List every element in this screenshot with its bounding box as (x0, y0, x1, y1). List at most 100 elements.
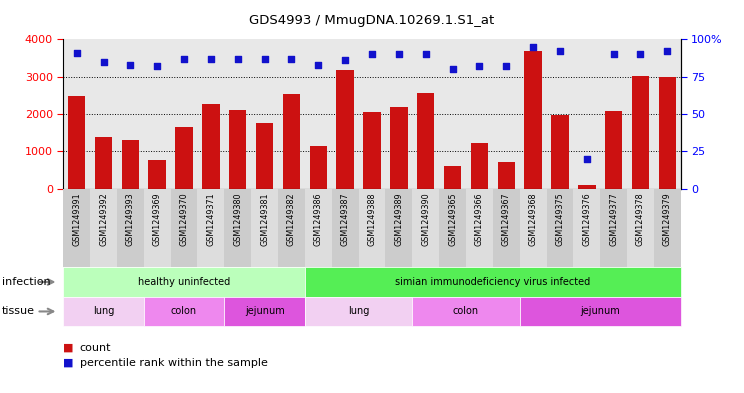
Bar (283, 94, 300, 189)
Bar (332, 189, 359, 267)
Bar (519, 189, 547, 267)
Text: GSM1249386: GSM1249386 (314, 193, 323, 246)
Bar (121, 140, 139, 189)
Bar (170, 189, 197, 267)
Bar (658, 77, 676, 189)
Bar (229, 110, 246, 189)
Text: GSM1249388: GSM1249388 (368, 193, 376, 246)
Text: GSM1249365: GSM1249365 (448, 193, 457, 246)
Text: GSM1249371: GSM1249371 (206, 193, 216, 246)
Bar (336, 70, 354, 189)
Text: GSM1249382: GSM1249382 (287, 193, 296, 246)
Point (581, 156, 593, 162)
Point (286, 55, 298, 62)
Bar (600, 189, 627, 267)
Point (71, 50, 83, 56)
Bar (551, 115, 568, 189)
Point (366, 51, 378, 57)
Bar (256, 123, 273, 189)
Text: GSM1249366: GSM1249366 (475, 193, 484, 246)
Bar (94, 137, 112, 189)
Bar (525, 50, 542, 189)
Text: GSM1249379: GSM1249379 (663, 193, 672, 246)
Text: GSM1249367: GSM1249367 (501, 193, 510, 246)
Bar (632, 76, 650, 189)
Bar (90, 189, 117, 267)
Bar (466, 189, 493, 267)
Bar (202, 103, 219, 189)
Bar (574, 189, 600, 267)
Point (312, 62, 324, 68)
Point (232, 55, 244, 62)
Bar (627, 189, 654, 267)
Text: GSM1249370: GSM1249370 (179, 193, 188, 246)
Text: GSM1249389: GSM1249389 (394, 193, 403, 246)
Point (205, 55, 217, 62)
Bar (412, 189, 439, 267)
Bar (654, 189, 681, 267)
Text: GDS4993 / MmugDNA.10269.1.S1_at: GDS4993 / MmugDNA.10269.1.S1_at (249, 14, 495, 27)
Text: jejunum: jejunum (580, 307, 620, 316)
Point (151, 63, 163, 69)
Point (608, 51, 620, 57)
Bar (310, 147, 327, 189)
Text: healthy uninfected: healthy uninfected (138, 277, 230, 287)
Point (446, 66, 458, 72)
Bar (385, 189, 412, 267)
Point (339, 57, 351, 63)
Point (500, 63, 512, 69)
Bar (251, 189, 278, 267)
Point (124, 62, 136, 68)
Point (554, 48, 566, 54)
Text: lung: lung (348, 307, 369, 316)
Bar (117, 189, 144, 267)
Bar (278, 189, 305, 267)
Text: lung: lung (93, 307, 114, 316)
Text: infection: infection (2, 277, 51, 287)
Text: GSM1249387: GSM1249387 (341, 193, 350, 246)
Bar (197, 189, 225, 267)
Text: GSM1249381: GSM1249381 (260, 193, 269, 246)
Bar (471, 143, 488, 189)
Bar (578, 185, 595, 189)
Point (393, 51, 405, 57)
Bar (605, 110, 623, 189)
Bar (390, 107, 408, 189)
Bar (225, 189, 251, 267)
Text: GSM1249375: GSM1249375 (556, 193, 565, 246)
Bar (68, 96, 86, 189)
Point (420, 51, 432, 57)
Text: GSM1249380: GSM1249380 (234, 193, 243, 246)
Point (97, 59, 109, 65)
Point (527, 44, 539, 50)
Bar (359, 189, 385, 267)
Bar (493, 189, 519, 267)
Text: GSM1249369: GSM1249369 (153, 193, 161, 246)
Text: percentile rank within the sample: percentile rank within the sample (80, 358, 268, 368)
Text: simian immunodeficiency virus infected: simian immunodeficiency virus infected (395, 277, 591, 287)
Text: GSM1249377: GSM1249377 (609, 193, 618, 246)
Bar (547, 189, 574, 267)
Text: ■: ■ (63, 343, 74, 353)
Text: tissue: tissue (2, 307, 35, 316)
Bar (149, 160, 166, 189)
Bar (444, 166, 461, 189)
Bar (144, 189, 170, 267)
Text: jejunum: jejunum (245, 307, 284, 316)
Bar (439, 189, 466, 267)
Text: GSM1249392: GSM1249392 (99, 193, 108, 246)
Bar (417, 93, 434, 189)
Text: ■: ■ (63, 358, 74, 368)
Point (178, 55, 190, 62)
Point (661, 48, 673, 54)
Text: GSM1249390: GSM1249390 (421, 193, 430, 246)
Text: GSM1249391: GSM1249391 (72, 193, 81, 246)
Text: GSM1249368: GSM1249368 (528, 193, 538, 246)
Bar (305, 189, 332, 267)
Point (635, 51, 647, 57)
Bar (498, 162, 515, 189)
Text: count: count (80, 343, 111, 353)
Bar (176, 127, 193, 189)
Text: colon: colon (453, 307, 479, 316)
Bar (363, 112, 381, 189)
